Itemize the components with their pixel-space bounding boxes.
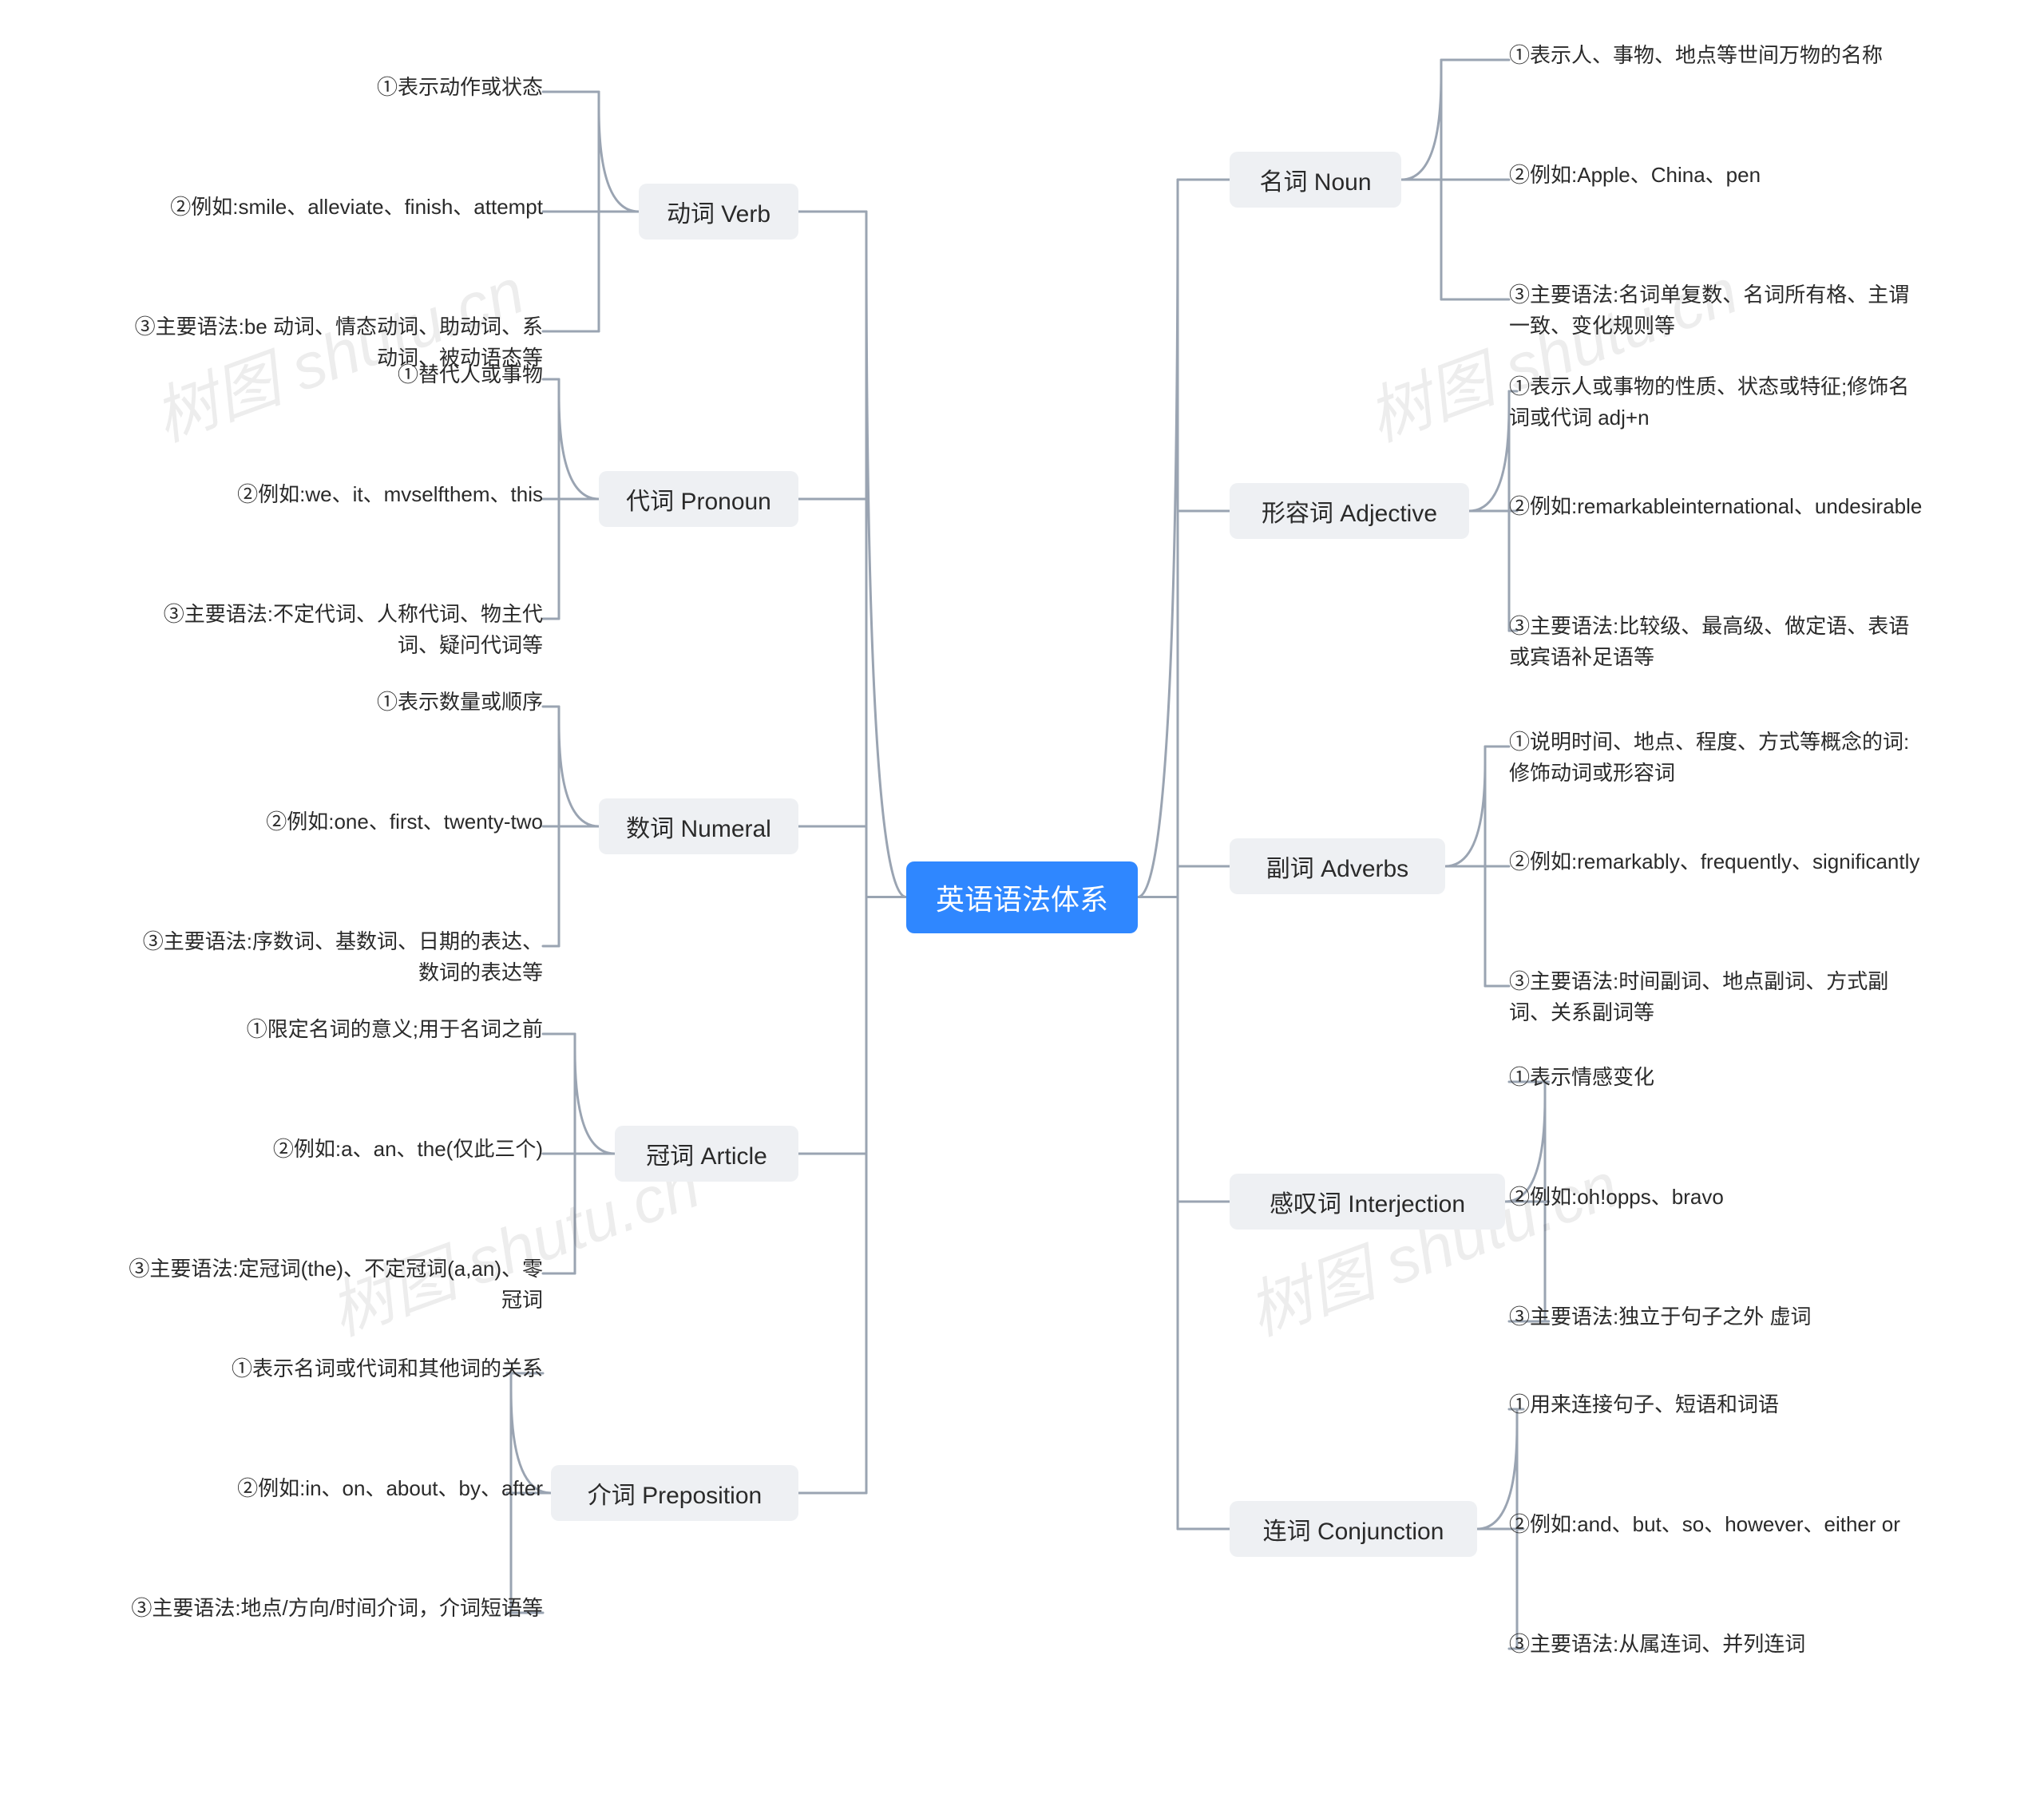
leaf-text: ①表示数量或顺序 bbox=[377, 687, 543, 718]
root-node: 英语语法体系 bbox=[906, 861, 1138, 933]
leaf-node: ②例如:in、on、about、by、after bbox=[237, 1473, 543, 1504]
leaf-text: ①表示人或事物的性质、状态或特征;修饰名词或代词 adj+n bbox=[1509, 371, 1924, 434]
leaf-node: ③主要语法:地点/方向/时间介词，介词短语等 bbox=[131, 1593, 543, 1624]
branch-label: 数词 Numeral bbox=[626, 809, 771, 844]
leaf-text: ①表示动作或状态 bbox=[377, 72, 543, 103]
leaf-text: ③主要语法:从属连词、并列连词 bbox=[1509, 1629, 1805, 1660]
branch-label: 冠词 Article bbox=[646, 1136, 767, 1171]
branch-node: 副词 Adverbs bbox=[1230, 838, 1445, 894]
root-label: 英语语法体系 bbox=[936, 877, 1108, 918]
leaf-node: ②例如:a、an、the(仅此三个) bbox=[273, 1134, 543, 1165]
branch-node: 代词 Pronoun bbox=[599, 471, 798, 527]
branch-label: 感叹词 Interjection bbox=[1270, 1184, 1465, 1219]
leaf-text: ③主要语法:名词单复数、名词所有格、主谓一致、变化规则等 bbox=[1509, 279, 1924, 342]
leaf-node: ①表示人、事物、地点等世间万物的名称 bbox=[1509, 40, 1883, 71]
branch-label: 连词 Conjunction bbox=[1263, 1511, 1444, 1546]
leaf-node: ②例如:one、first、twenty-two bbox=[266, 806, 543, 838]
branch-label: 代词 Pronoun bbox=[626, 481, 771, 517]
leaf-text: ②例如:a、an、the(仅此三个) bbox=[273, 1134, 543, 1165]
leaf-text: ③主要语法:比较级、最高级、做定语、表语或宾语补足语等 bbox=[1509, 611, 1924, 673]
leaf-text: ②例如:in、on、about、by、after bbox=[237, 1473, 543, 1504]
leaf-text: ①表示人、事物、地点等世间万物的名称 bbox=[1509, 40, 1883, 71]
leaf-text: ①用来连接句子、短语和词语 bbox=[1509, 1389, 1779, 1420]
leaf-node: ①表示情感变化 bbox=[1509, 1062, 1654, 1093]
leaf-node: ②例如:remarkableinternational、undesirable bbox=[1509, 491, 1922, 522]
leaf-node: ③主要语法:从属连词、并列连词 bbox=[1509, 1629, 1805, 1660]
leaf-node: ②例如:we、it、mvselfthem、this bbox=[237, 479, 543, 510]
leaf-node: ③主要语法:序数词、基数词、日期的表达、数词的表达等 bbox=[128, 926, 543, 988]
leaf-text: ③主要语法:不定代词、人称代词、物主代词、疑问代词等 bbox=[128, 599, 543, 661]
leaf-node: ①表示名词或代词和其他词的关系 bbox=[232, 1353, 543, 1384]
leaf-text: ③主要语法:定冠词(the)、不定冠词(a,an)、零冠词 bbox=[128, 1253, 543, 1316]
leaf-text: ②例如:remarkably、frequently、significantly bbox=[1509, 846, 1919, 877]
branch-node: 连词 Conjunction bbox=[1230, 1501, 1477, 1557]
leaf-text: ②例如:and、but、so、however、either or bbox=[1509, 1509, 1900, 1540]
leaf-node: ①表示数量或顺序 bbox=[377, 687, 543, 718]
leaf-text: ②例如:smile、alleviate、finish、attempt bbox=[170, 192, 543, 223]
branch-node: 冠词 Article bbox=[615, 1126, 798, 1182]
branch-label: 形容词 Adjective bbox=[1262, 493, 1437, 529]
leaf-node: ③主要语法:独立于句子之外 虚词 bbox=[1509, 1301, 1811, 1333]
leaf-text: ②例如:Apple、China、pen bbox=[1509, 160, 1761, 191]
leaf-node: ①替代人或事物 bbox=[398, 359, 543, 390]
leaf-node: ①表示人或事物的性质、状态或特征;修饰名词或代词 adj+n bbox=[1509, 371, 1924, 434]
leaf-text: ②例如:one、first、twenty-two bbox=[266, 806, 543, 838]
leaf-node: ①表示动作或状态 bbox=[377, 72, 543, 103]
leaf-node: ②例如:smile、alleviate、finish、attempt bbox=[170, 192, 543, 223]
leaf-node: ①限定名词的意义;用于名词之前 bbox=[247, 1014, 543, 1045]
branch-label: 副词 Adverbs bbox=[1266, 849, 1408, 884]
leaf-node: ③主要语法:定冠词(the)、不定冠词(a,an)、零冠词 bbox=[128, 1253, 543, 1316]
leaf-node: ①用来连接句子、短语和词语 bbox=[1509, 1389, 1779, 1420]
leaf-text: ③主要语法:序数词、基数词、日期的表达、数词的表达等 bbox=[128, 926, 543, 988]
leaf-text: ③主要语法:地点/方向/时间介词，介词短语等 bbox=[131, 1593, 543, 1624]
leaf-node: ①说明时间、地点、程度、方式等概念的词:修饰动词或形容词 bbox=[1509, 727, 1924, 789]
branch-node: 形容词 Adjective bbox=[1230, 483, 1469, 539]
leaf-text: ②例如:we、it、mvselfthem、this bbox=[237, 479, 543, 510]
leaf-node: ③主要语法:比较级、最高级、做定语、表语或宾语补足语等 bbox=[1509, 611, 1924, 673]
mindmap-canvas: 树图 shutu.cn树图 shutu.cn树图 shutu.cn树图 shut… bbox=[0, 0, 2044, 1794]
leaf-node: ③主要语法:名词单复数、名词所有格、主谓一致、变化规则等 bbox=[1509, 279, 1924, 342]
branch-label: 介词 Preposition bbox=[588, 1475, 762, 1511]
branch-label: 名词 Noun bbox=[1259, 162, 1371, 197]
leaf-text: ①限定名词的意义;用于名词之前 bbox=[247, 1014, 543, 1045]
leaf-text: ②例如:oh!opps、bravo bbox=[1509, 1182, 1724, 1213]
leaf-text: ③主要语法:独立于句子之外 虚词 bbox=[1509, 1301, 1811, 1333]
branch-node: 动词 Verb bbox=[639, 184, 798, 240]
leaf-text: ①表示情感变化 bbox=[1509, 1062, 1654, 1093]
leaf-text: ①替代人或事物 bbox=[398, 359, 543, 390]
branch-node: 感叹词 Interjection bbox=[1230, 1174, 1505, 1230]
leaf-node: ②例如:oh!opps、bravo bbox=[1509, 1182, 1724, 1213]
leaf-text: ①表示名词或代词和其他词的关系 bbox=[232, 1353, 543, 1384]
leaf-node: ②例如:remarkably、frequently、significantly bbox=[1509, 846, 1919, 877]
leaf-text: ①说明时间、地点、程度、方式等概念的词:修饰动词或形容词 bbox=[1509, 727, 1924, 789]
branch-node: 数词 Numeral bbox=[599, 798, 798, 854]
leaf-node: ③主要语法:时间副词、地点副词、方式副词、关系副词等 bbox=[1509, 966, 1924, 1028]
leaf-text: ③主要语法:时间副词、地点副词、方式副词、关系副词等 bbox=[1509, 966, 1924, 1028]
branch-node: 名词 Noun bbox=[1230, 152, 1401, 208]
leaf-text: ②例如:remarkableinternational、undesirable bbox=[1509, 491, 1922, 522]
branch-label: 动词 Verb bbox=[667, 194, 770, 229]
branch-node: 介词 Preposition bbox=[551, 1465, 798, 1521]
leaf-node: ③主要语法:不定代词、人称代词、物主代词、疑问代词等 bbox=[128, 599, 543, 661]
leaf-node: ②例如:Apple、China、pen bbox=[1509, 160, 1761, 191]
leaf-node: ②例如:and、but、so、however、either or bbox=[1509, 1509, 1900, 1540]
